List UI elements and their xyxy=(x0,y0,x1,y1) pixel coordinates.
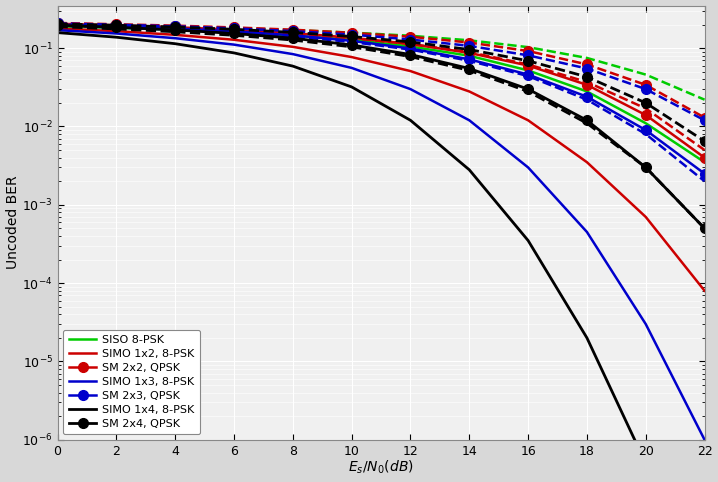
Y-axis label: Uncoded BER: Uncoded BER xyxy=(6,176,19,269)
X-axis label: $E_s/N_0(dB)$: $E_s/N_0(dB)$ xyxy=(348,459,414,476)
Legend: SISO 8-PSK, SIMO 1x2, 8-PSK, SM 2x2, QPSK, SIMO 1x3, 8-PSK, SM 2x3, QPSK, SIMO 1: SISO 8-PSK, SIMO 1x2, 8-PSK, SM 2x2, QPS… xyxy=(63,330,200,434)
